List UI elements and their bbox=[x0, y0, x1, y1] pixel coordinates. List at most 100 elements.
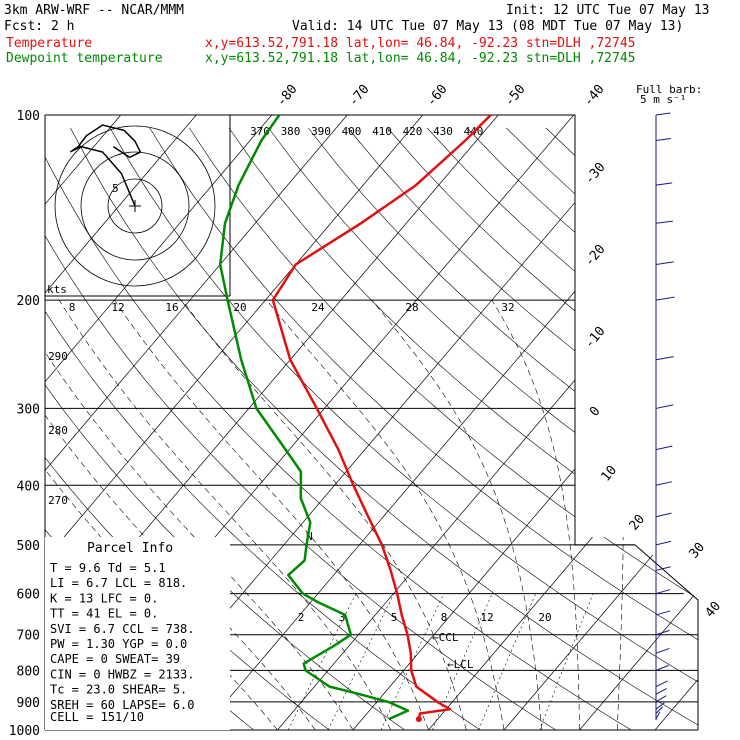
hodograph-ring bbox=[54, 125, 216, 287]
dry-adiabat-line bbox=[387, 127, 698, 730]
mixing-ratio-label: 28 bbox=[405, 301, 418, 314]
dry-adiabat-line bbox=[426, 127, 698, 730]
pressure-tick-label: 300 bbox=[17, 402, 40, 417]
dry-adiabat-line bbox=[109, 127, 698, 730]
wind-barb bbox=[655, 706, 664, 714]
isotherm-label: -60 bbox=[424, 82, 451, 110]
isotherm-line bbox=[201, 115, 698, 730]
diagram-border bbox=[45, 114, 699, 730]
isotherm-label: -20 bbox=[582, 242, 609, 270]
hodograph-ring bbox=[80, 151, 190, 261]
mixing-ratio-label: 12 bbox=[111, 301, 124, 314]
wind-barb bbox=[655, 647, 670, 654]
isotherm-label: 40 bbox=[703, 599, 725, 621]
pressure-tick-label: 900 bbox=[17, 696, 40, 711]
diagram-frame bbox=[44, 114, 699, 731]
isotherm-label: 10 bbox=[599, 463, 621, 485]
dry-adiabat-line bbox=[506, 127, 698, 730]
dry-adiabat-line bbox=[466, 127, 698, 730]
wind-barb bbox=[655, 680, 668, 688]
hodograph-trace bbox=[69, 124, 142, 207]
mixing-ratio-label-low: 2 bbox=[298, 611, 305, 624]
wind-barb bbox=[655, 664, 669, 671]
wind-barb bbox=[655, 566, 671, 571]
wind-barb bbox=[655, 702, 665, 710]
isotherm-line bbox=[277, 115, 698, 730]
isotherm-line bbox=[45, 115, 348, 730]
isotherm-label: 30 bbox=[687, 540, 709, 562]
parcel-info-row: SREH = 60 LAPSE= 6.0 bbox=[50, 698, 195, 712]
dry-adiabat-line bbox=[585, 127, 698, 730]
profile-annotation: ←CCL bbox=[432, 631, 459, 644]
parcel-info-background bbox=[45, 537, 230, 730]
hodograph-ring bbox=[107, 178, 163, 234]
isotherm-label: 20 bbox=[627, 512, 649, 534]
profile-annotation: ←LCL bbox=[447, 658, 474, 671]
dry-adiabat-line bbox=[45, 127, 654, 730]
isotherm-line bbox=[45, 115, 424, 730]
parcel-info-row: CIN = 0 HWBZ = 2133. bbox=[50, 667, 195, 681]
wind-barb bbox=[655, 688, 667, 695]
theta-label: 380 bbox=[281, 125, 301, 138]
theta-label: 420 bbox=[403, 125, 423, 138]
isotherm-label: 0 bbox=[587, 404, 604, 420]
wind-barb bbox=[655, 138, 671, 141]
profile-annotation: N bbox=[306, 530, 313, 543]
valid-time: Valid: 14 UTC Tue 07 May 13 (08 MDT Tue … bbox=[292, 19, 683, 34]
pressure-tick-label: 600 bbox=[17, 588, 40, 603]
mixing-ratio-label: 16 bbox=[165, 301, 178, 314]
theta-label-left: 280 bbox=[48, 424, 68, 437]
parcel-info-row: Tc = 23.0 SHEAR= 5. bbox=[50, 683, 187, 697]
isotherm-label: -40 bbox=[581, 82, 608, 110]
barb-legend-title: Full barb: bbox=[636, 83, 702, 96]
dry-adiabat-line bbox=[149, 127, 698, 730]
wind-barb bbox=[655, 445, 673, 451]
hodograph-units: kts bbox=[47, 283, 67, 296]
isotherm-line bbox=[428, 115, 698, 730]
parcel-info-row: LI = 6.7 LCL = 818. bbox=[50, 576, 187, 590]
mixing-ratio-label: 20 bbox=[233, 301, 246, 314]
mixing-ratio-label-low: 20 bbox=[538, 611, 551, 624]
pressure-tick-label: 700 bbox=[17, 629, 40, 644]
dry-adiabat-line bbox=[228, 127, 698, 730]
mixing-ratio-label: 24 bbox=[311, 301, 325, 314]
legend-dewpoint-name: Dewpoint temperature bbox=[6, 51, 163, 66]
mixing-ratio-label-low: 8 bbox=[441, 611, 448, 624]
parcel-info-row: T = 9.6 Td = 5.1 bbox=[50, 561, 166, 575]
parcel-info-row: K = 13 LFC = 0. bbox=[50, 591, 158, 605]
mixing-ratio-label: 32 bbox=[501, 301, 514, 314]
legend-dewpoint-info: x,y=613.52,791.18 lat,lon= 46.84, -92.23… bbox=[205, 51, 635, 66]
isotherm-label: -10 bbox=[582, 324, 609, 352]
pressure-tick-label: 800 bbox=[17, 664, 40, 679]
parcel-info-box: Parcel Info CELL = 151/10 T = 9.6 Td = 5… bbox=[45, 537, 230, 730]
pressure-tick-label: 1000 bbox=[9, 724, 40, 739]
model-title: 3km ARW-WRF -- NCAR/MMM bbox=[4, 3, 184, 18]
wind-barb bbox=[655, 182, 673, 186]
dry-adiabat-line bbox=[45, 127, 577, 730]
wind-barb bbox=[655, 540, 672, 546]
barb-legend-units: 5 m s⁻¹ bbox=[640, 93, 686, 106]
legend-temperature-info: x,y=613.52,791.18 lat,lon= 46.84, -92.23… bbox=[205, 36, 635, 51]
moist-adiabat-line bbox=[601, 300, 624, 730]
wind-barb bbox=[655, 220, 673, 224]
dry-adiabat-line bbox=[308, 127, 698, 730]
isotherm-line bbox=[45, 115, 273, 730]
pressure-tick-label: 400 bbox=[17, 479, 40, 494]
dry-adiabat-line bbox=[70, 127, 698, 730]
isotherm-line bbox=[579, 115, 698, 730]
wind-barb bbox=[655, 711, 661, 720]
parcel-info-cell: CELL = 151/10 bbox=[50, 710, 144, 724]
temperature-profile bbox=[271, 115, 492, 720]
mixing-ratio-label-low: 5 bbox=[391, 611, 398, 624]
pressure-tick-label: 100 bbox=[17, 109, 40, 124]
wind-barb bbox=[655, 589, 671, 595]
isotherm-line bbox=[731, 115, 740, 730]
legend-temperature-name: Temperature bbox=[6, 36, 92, 51]
moist-adiabat-line bbox=[371, 299, 543, 730]
moist-adiabat-line bbox=[491, 299, 580, 730]
isotherm-label: -80 bbox=[274, 82, 301, 110]
mixing-ratio-label-low: 3 bbox=[339, 611, 346, 624]
parcel-info-row: CAPE = 0 SWEAT= 39 bbox=[50, 652, 180, 666]
init-time: Init: 12 UTC Tue 07 May 13 bbox=[506, 3, 710, 18]
